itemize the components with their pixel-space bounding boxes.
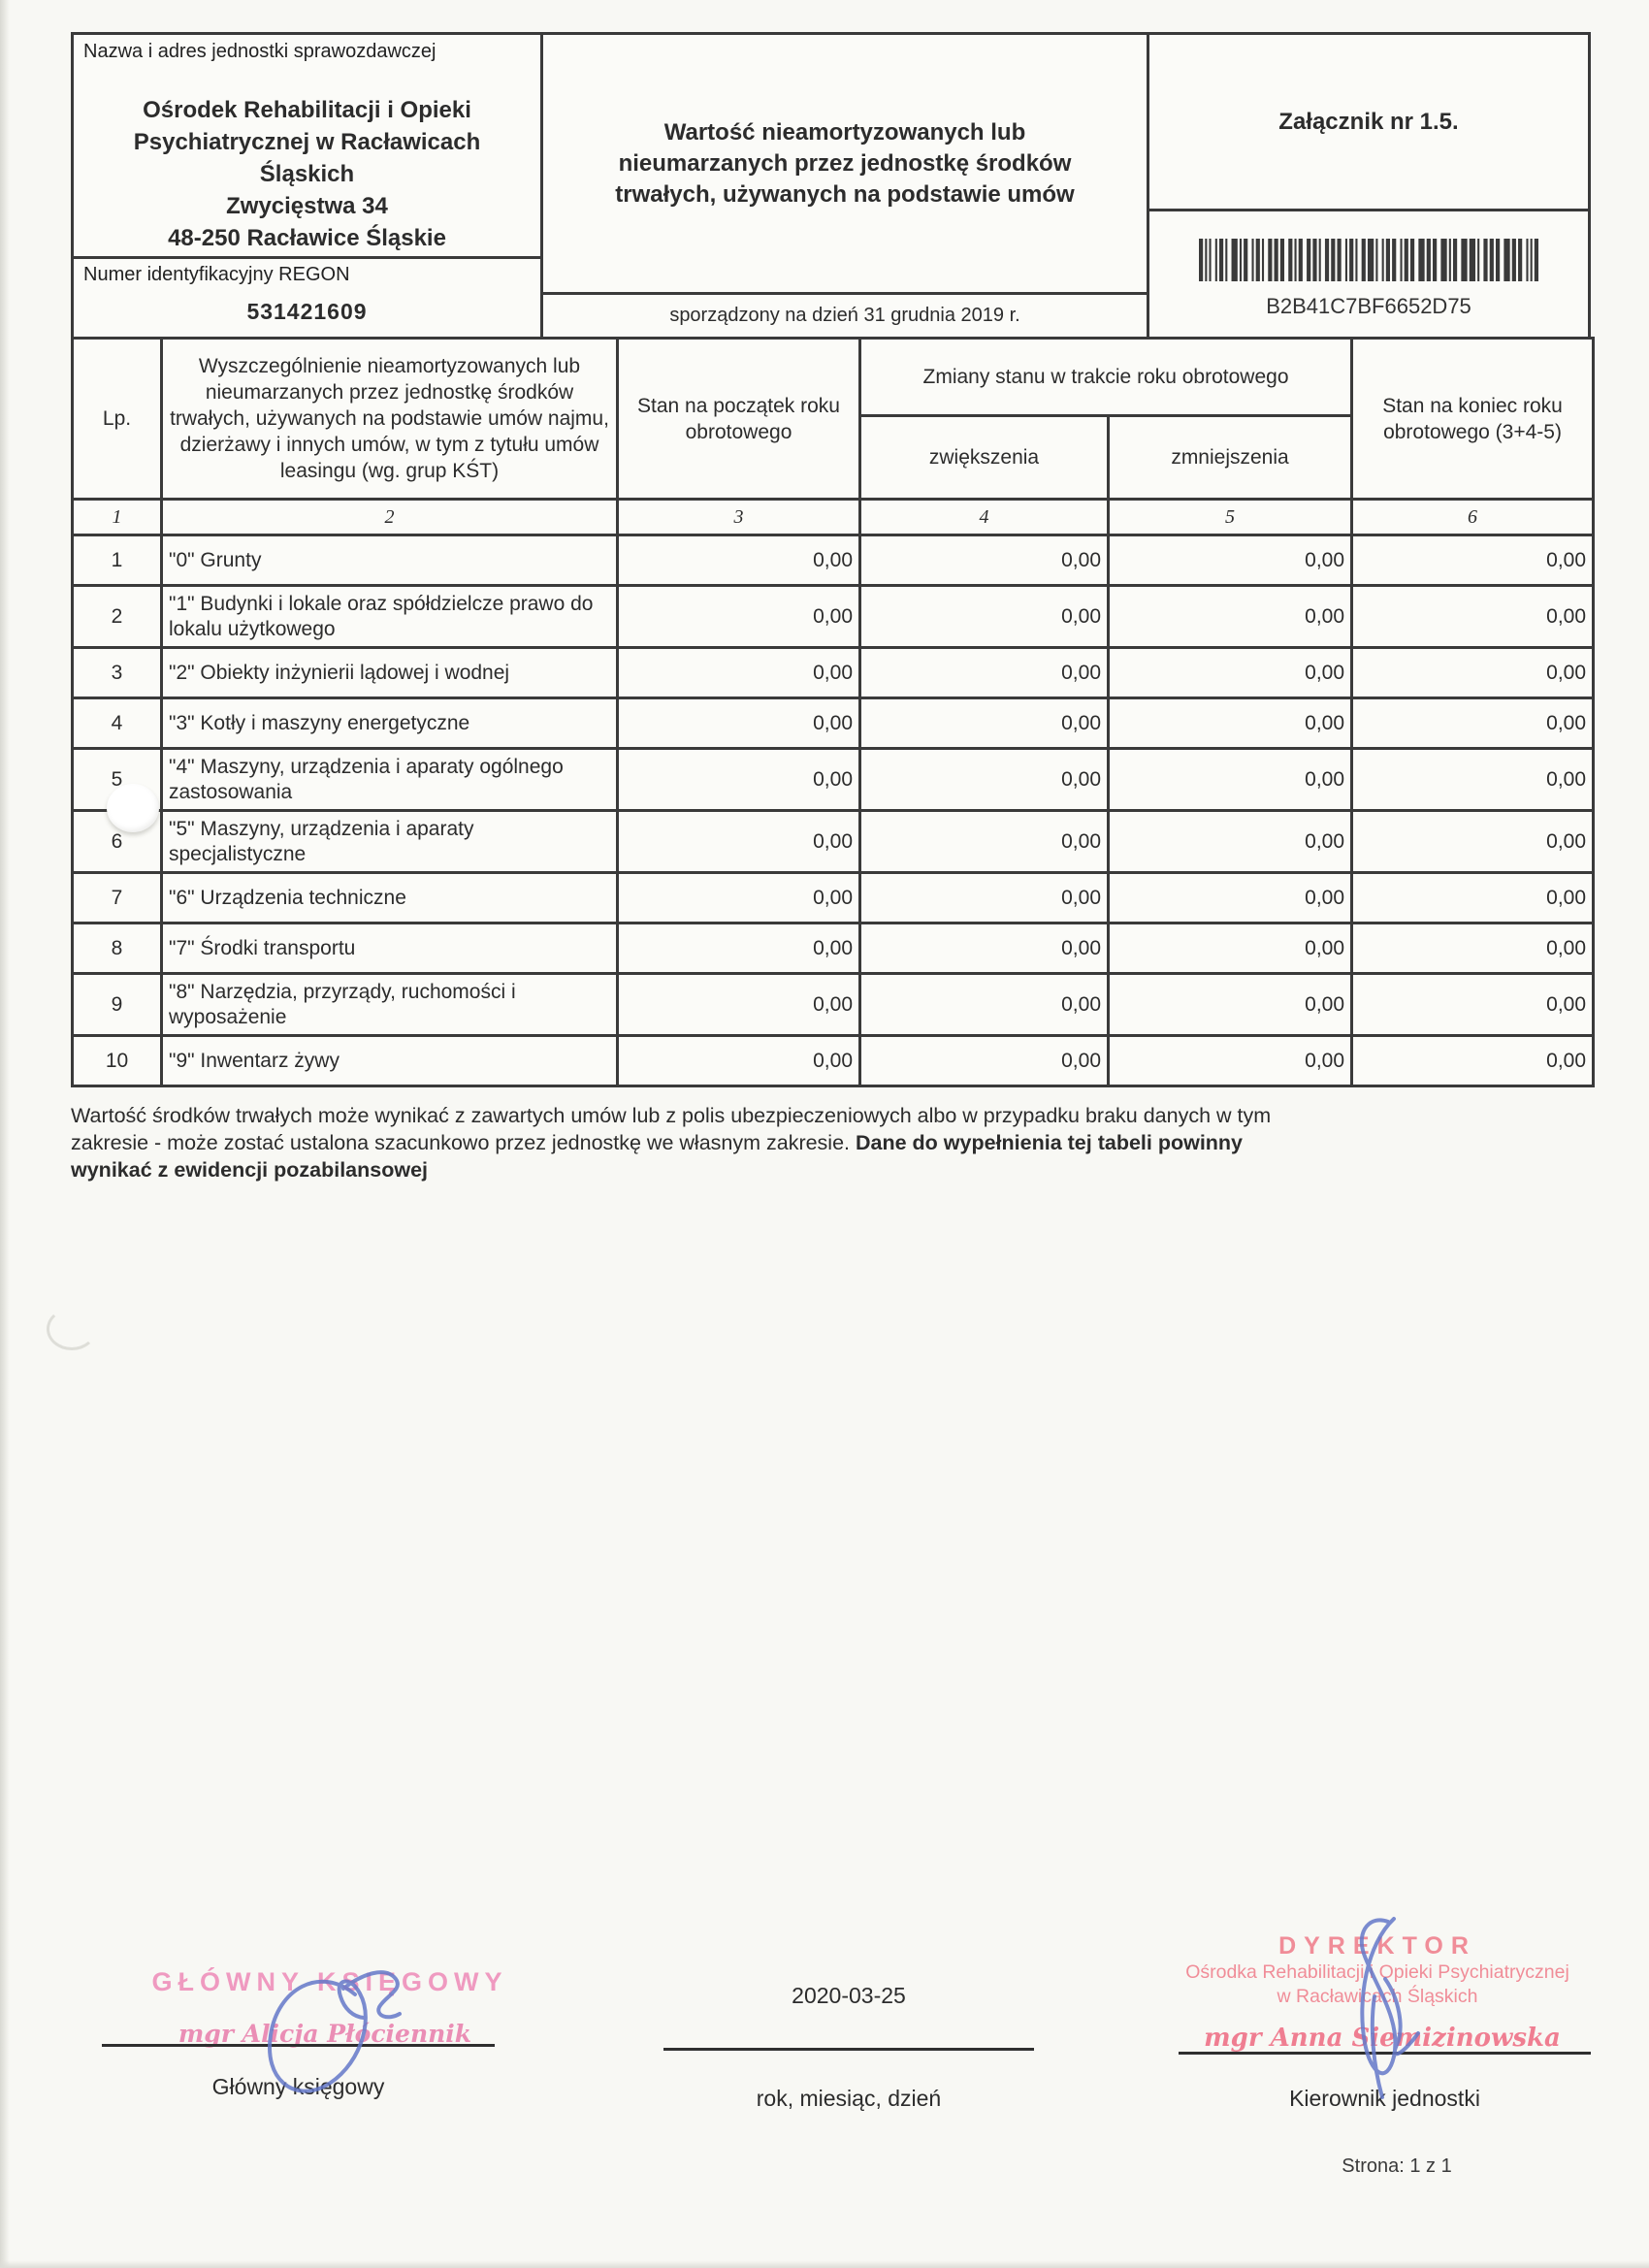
table-row: 3 "2" Obiekty inżynierii lądowej i wodne… — [71, 646, 1596, 699]
chief-accountant-stamp-title: GŁÓWNY KSIĘGOWY — [151, 1967, 508, 1996]
chief-accountant-signature-line — [102, 2044, 495, 2047]
scan-mark-arc — [47, 1308, 97, 1350]
correction-fluid-blob — [107, 784, 159, 832]
prepared-date-label: sporządzony na dzień 31 grudnia 2019 r. — [669, 305, 1020, 326]
table-row: 1 "0" Grunty 0,00 0,00 0,00 0,00 — [71, 534, 1596, 587]
date-signature-line — [663, 2048, 1034, 2051]
barcode-text: B2B41C7BF6652D75 — [1266, 294, 1471, 318]
header-lp: Lp. — [71, 337, 163, 501]
regon-box: Numer identyfikacyjny REGON 531421609 — [71, 256, 543, 340]
attachment-label: Załącznik nr 1.5. — [1278, 108, 1459, 135]
director-stamp-org-2: w Racławicach Śląskich — [1277, 1986, 1478, 2007]
header-opening-balance: Stan na początek roku obrotowego — [616, 337, 861, 501]
unit-manager-label: Kierownik jednostki — [1289, 2086, 1480, 2111]
header-closing-balance: Stan na koniec roku obrotowego (3+4-5) — [1350, 337, 1596, 501]
table-subheader-row: zwiększenia zmniejszenia — [73, 414, 1594, 501]
explanatory-note: Wartość środków trwałych może wynikać z … — [71, 1104, 1272, 1182]
reporting-unit-label: Nazwa i adres jednostki sprawozdawczej — [83, 41, 436, 62]
attachment-box: Załącznik nr 1.5. — [1147, 32, 1591, 211]
signature-date: 2020-03-25 — [792, 1983, 906, 2008]
column-number-row: 1 2 3 4 5 6 — [71, 498, 1596, 536]
director-stamp-org-1: Ośrodka Rehabilitacji i Opieki Psychiatr… — [1185, 1961, 1569, 1983]
table-row: 10 "9" Inwentarz żywy 0,00 0,00 0,00 0,0… — [71, 1034, 1596, 1087]
document-title: Wartość nieamortyzowanych lub nieumarzan… — [615, 118, 1075, 208]
date-label: rok, miesiąc, dzień — [756, 2086, 942, 2111]
header-changes: Zmiany stanu w trakcie roku obrotowego — [857, 337, 1354, 417]
table-row: 9 "8" Narzędzia, przyrządy, ruchomości i… — [71, 972, 1596, 1037]
table-row: 5 "4" Maszyny, urządzenia i aparaty ogól… — [71, 747, 1596, 812]
director-signature-line — [1179, 2052, 1591, 2055]
table-header-row: Lp. Wyszczególnienie nieamortyzowanych l… — [71, 337, 1596, 501]
table-row: 8 "7" Środki transportu 0,00 0,00 0,00 0… — [71, 922, 1596, 975]
header-description: Wyszczególnienie nieamortyzowanych lub n… — [160, 337, 619, 501]
table-row: 6 "5" Maszyny, urządzenia i aparaty spec… — [71, 809, 1596, 874]
page-number: Strona: 1 z 1 — [1342, 2155, 1452, 2177]
fixed-assets-table: Lp. Wyszczególnienie nieamortyzowanych l… — [71, 337, 1596, 1087]
regon-label: Numer identyfikacyjny REGON — [83, 264, 350, 285]
barcode-icon — [1199, 239, 1538, 281]
prepared-date-strip: sporządzony na dzień 31 grudnia 2019 r. — [540, 292, 1149, 340]
director-stamp-name: mgr Anna Siemizinowska — [1204, 2024, 1561, 2053]
header-decreases: zmniejszenia — [1106, 414, 1354, 501]
chief-accountant-label: Główny księgowy — [211, 2074, 385, 2099]
table-row: 2 "1" Budynki i lokale oraz spółdzielcze… — [71, 584, 1596, 649]
director-stamp: DYREKTOR Ośrodka Rehabilitacji i Opieki … — [1164, 1932, 1591, 2009]
director-stamp-title: DYREKTOR — [1278, 1932, 1476, 1960]
document-title-box: Wartość nieamortyzowanych lub nieumarzan… — [540, 32, 1149, 295]
regon-value: 531421609 — [246, 299, 368, 324]
table-row: 4 "3" Kotły i maszyny energetyczne 0,00 … — [71, 697, 1596, 750]
header-increases: zwiększenia — [858, 414, 1110, 501]
table-row: 7 "6" Urządzenia techniczne 0,00 0,00 0,… — [71, 871, 1596, 924]
reporting-unit-box: Nazwa i adres jednostki sprawozdawczej O… — [71, 32, 543, 259]
barcode-box: B2B41C7BF6652D75 — [1147, 209, 1591, 340]
reporting-unit-name: Ośrodek Rehabilitacji i Opieki Psychiatr… — [133, 97, 481, 251]
